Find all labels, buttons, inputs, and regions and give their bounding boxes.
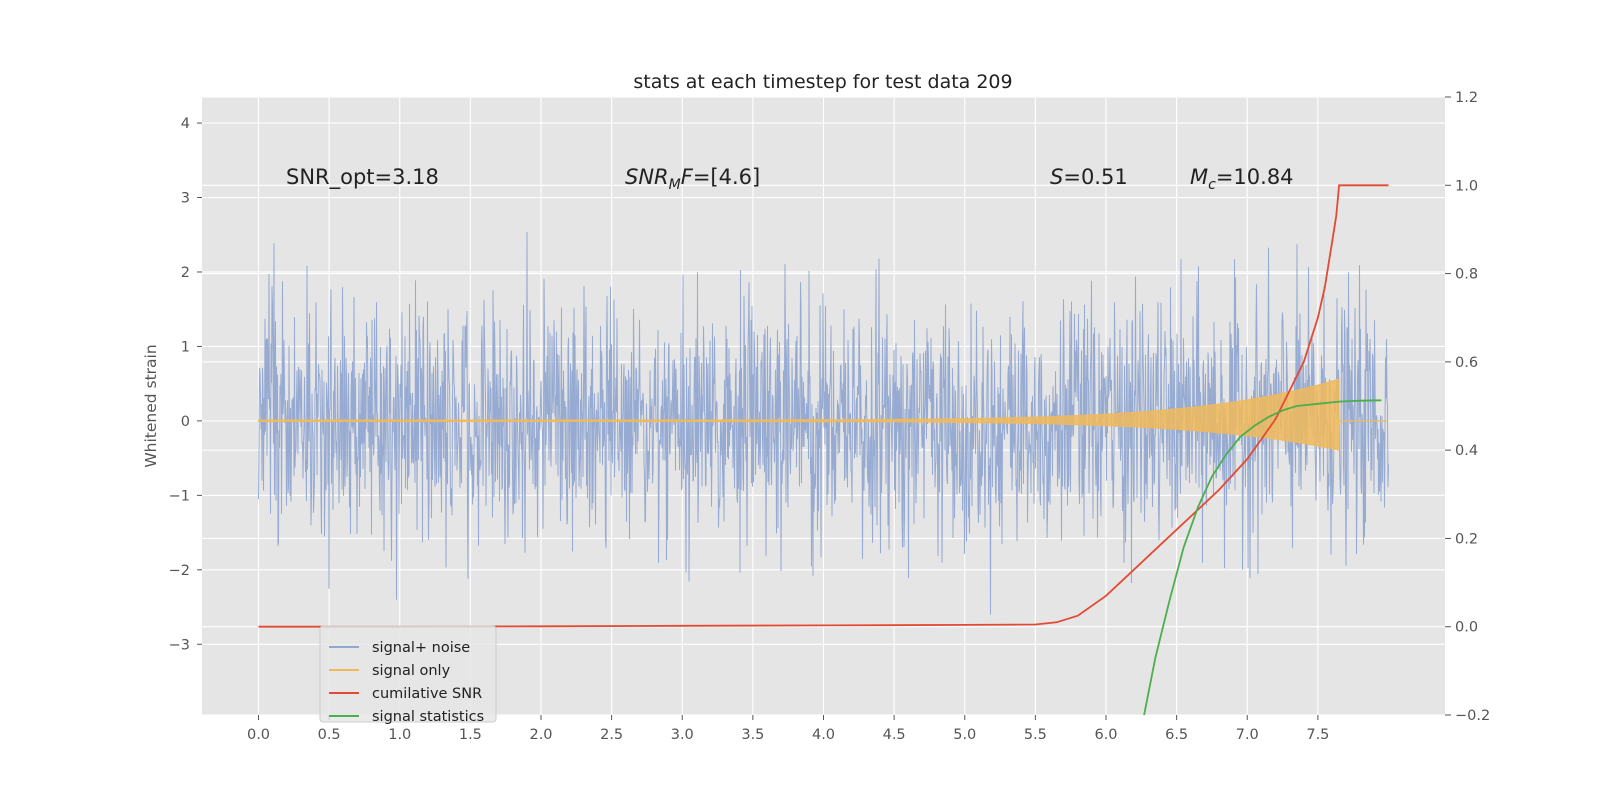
y-tick-label: 3	[181, 191, 190, 207]
x-tick-label: 2.0	[529, 727, 552, 743]
y-tick-label: 2	[181, 265, 190, 281]
y-tick-label: 0	[181, 414, 190, 430]
x-tick-label: 3.5	[741, 727, 764, 743]
plot-content	[258, 184, 1389, 715]
chart-title: stats at each timestep for test data 209	[633, 71, 1012, 93]
x-tick-label: 4.5	[883, 727, 906, 743]
legend-box	[319, 625, 497, 723]
axes-ticks: 0.0 0.5 1.0 1.5 2.0 2.5 3.0 3.5 4.0 4.5 5.0 5.5 6.0 6…	[169, 90, 1491, 743]
annotation-mc: Mc=10.84	[1190, 165, 1294, 193]
y-tick-label: −1	[169, 488, 190, 504]
y2-tick-label: 1.0	[1455, 178, 1478, 194]
annotation-s: S=0.51	[1050, 165, 1128, 189]
x-tick-label: 6.0	[1094, 727, 1117, 743]
legend-label: signal+ noise	[372, 640, 470, 656]
x-tick-label: 2.5	[600, 727, 623, 743]
signal-statistics-line	[1143, 399, 1382, 715]
y2-tick-label: 1.2	[1455, 90, 1478, 106]
legend: signal+ noise signal only cumilative SNR si…	[319, 625, 497, 725]
legend-label: signal statistics	[372, 709, 484, 725]
legend-label: signal only	[372, 663, 451, 679]
cumulative-snr-line	[258, 184, 1389, 628]
y2-tick-label: 0.8	[1455, 267, 1478, 283]
y-axis-label: Whitened strain	[142, 344, 160, 467]
y2-tick-label: 0.0	[1455, 620, 1478, 636]
annotations: SNR_opt=3.18 SNRMF=[4.6] S=0.51 Mc=10.84	[286, 165, 1294, 193]
y2-tick-label: 0.4	[1455, 443, 1478, 459]
x-tick-label: 7.5	[1306, 727, 1329, 743]
x-tick-label: 3.0	[671, 727, 694, 743]
y-tick-label: −3	[169, 637, 190, 653]
x-tick-label: 6.5	[1165, 727, 1188, 743]
annotation-snr-opt: SNR_opt=3.18	[286, 165, 439, 190]
x-tick-label: 1.5	[459, 727, 482, 743]
x-tick-label: 5.5	[1024, 727, 1047, 743]
y2-tick-label: 0.6	[1455, 355, 1478, 371]
x-tick-label: 0.0	[247, 727, 270, 743]
y-tick-label: 1	[181, 339, 190, 355]
x-tick-label: 1.0	[388, 727, 411, 743]
x-tick-label: 5.0	[953, 727, 976, 743]
annotation-snr-mf: SNRMF=[4.6]	[625, 165, 760, 193]
legend-label: cumilative SNR	[372, 686, 482, 702]
y2-tick-label: 0.2	[1455, 531, 1478, 547]
y-tick-label: −2	[169, 563, 190, 579]
y-tick-label: 4	[181, 116, 190, 132]
x-tick-label: 7.0	[1236, 727, 1259, 743]
y2-tick-label: −0.2	[1455, 708, 1490, 724]
signal-only-band	[258, 378, 1340, 451]
x-tick-label: 4.0	[812, 727, 835, 743]
x-tick-label: 0.5	[318, 727, 341, 743]
